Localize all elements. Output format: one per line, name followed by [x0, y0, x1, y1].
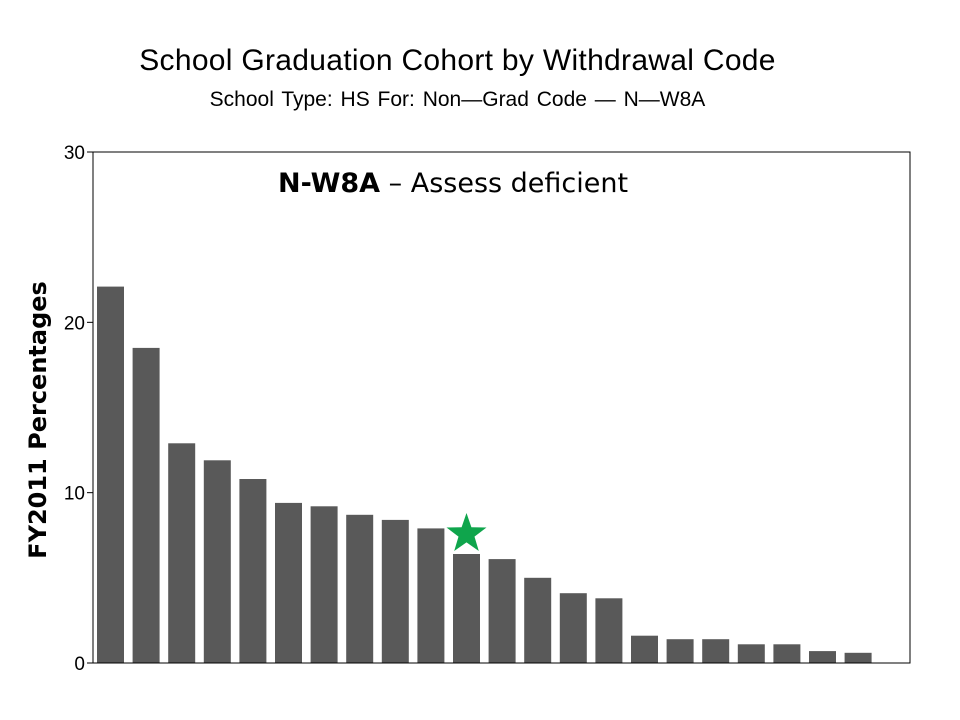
- bar-group: [97, 286, 872, 663]
- annotation-code: N-W8A: [278, 168, 380, 199]
- bar: [97, 286, 124, 663]
- y-tick-label: 30: [64, 143, 85, 164]
- bar: [239, 479, 267, 663]
- bar: [559, 593, 587, 663]
- annotation-description: – Assess deficient: [380, 168, 628, 199]
- bar: [702, 639, 730, 663]
- chart-subtitle: School Type: HS For: Non—Grad Code — N—W…: [209, 88, 706, 111]
- y-tick-label: 10: [64, 484, 85, 505]
- bar: [310, 506, 338, 663]
- bar: [453, 554, 480, 663]
- bar: [168, 443, 196, 663]
- y-axis: 0 10 20 30: [64, 143, 93, 675]
- bar: [666, 639, 694, 663]
- y-tick-label: 20: [64, 313, 85, 334]
- y-axis-label: FY2011 Percentages: [24, 281, 52, 559]
- highlight-star-icon: [446, 513, 487, 551]
- y-tick-label: 0: [74, 654, 85, 675]
- bar: [773, 644, 801, 663]
- chart-title: School Graduation Cohort by Withdrawal C…: [139, 44, 776, 77]
- bar: [132, 347, 160, 663]
- bar: [631, 635, 658, 663]
- bar: [275, 502, 302, 663]
- bar: [203, 460, 231, 663]
- plot-area-frame: [92, 151, 911, 664]
- bar: [381, 519, 409, 663]
- bar: [809, 651, 836, 663]
- marker-layer: [446, 513, 487, 551]
- bar: [844, 652, 872, 663]
- bar: [595, 598, 623, 663]
- bar: [346, 514, 374, 663]
- bar: [524, 577, 552, 663]
- bar: [737, 644, 765, 663]
- bar: [417, 528, 445, 663]
- chart-annotation: N-W8A – Assess deficient: [278, 168, 628, 199]
- bar: [488, 559, 516, 663]
